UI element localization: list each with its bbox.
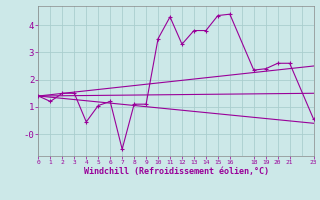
X-axis label: Windchill (Refroidissement éolien,°C): Windchill (Refroidissement éolien,°C) bbox=[84, 167, 268, 176]
